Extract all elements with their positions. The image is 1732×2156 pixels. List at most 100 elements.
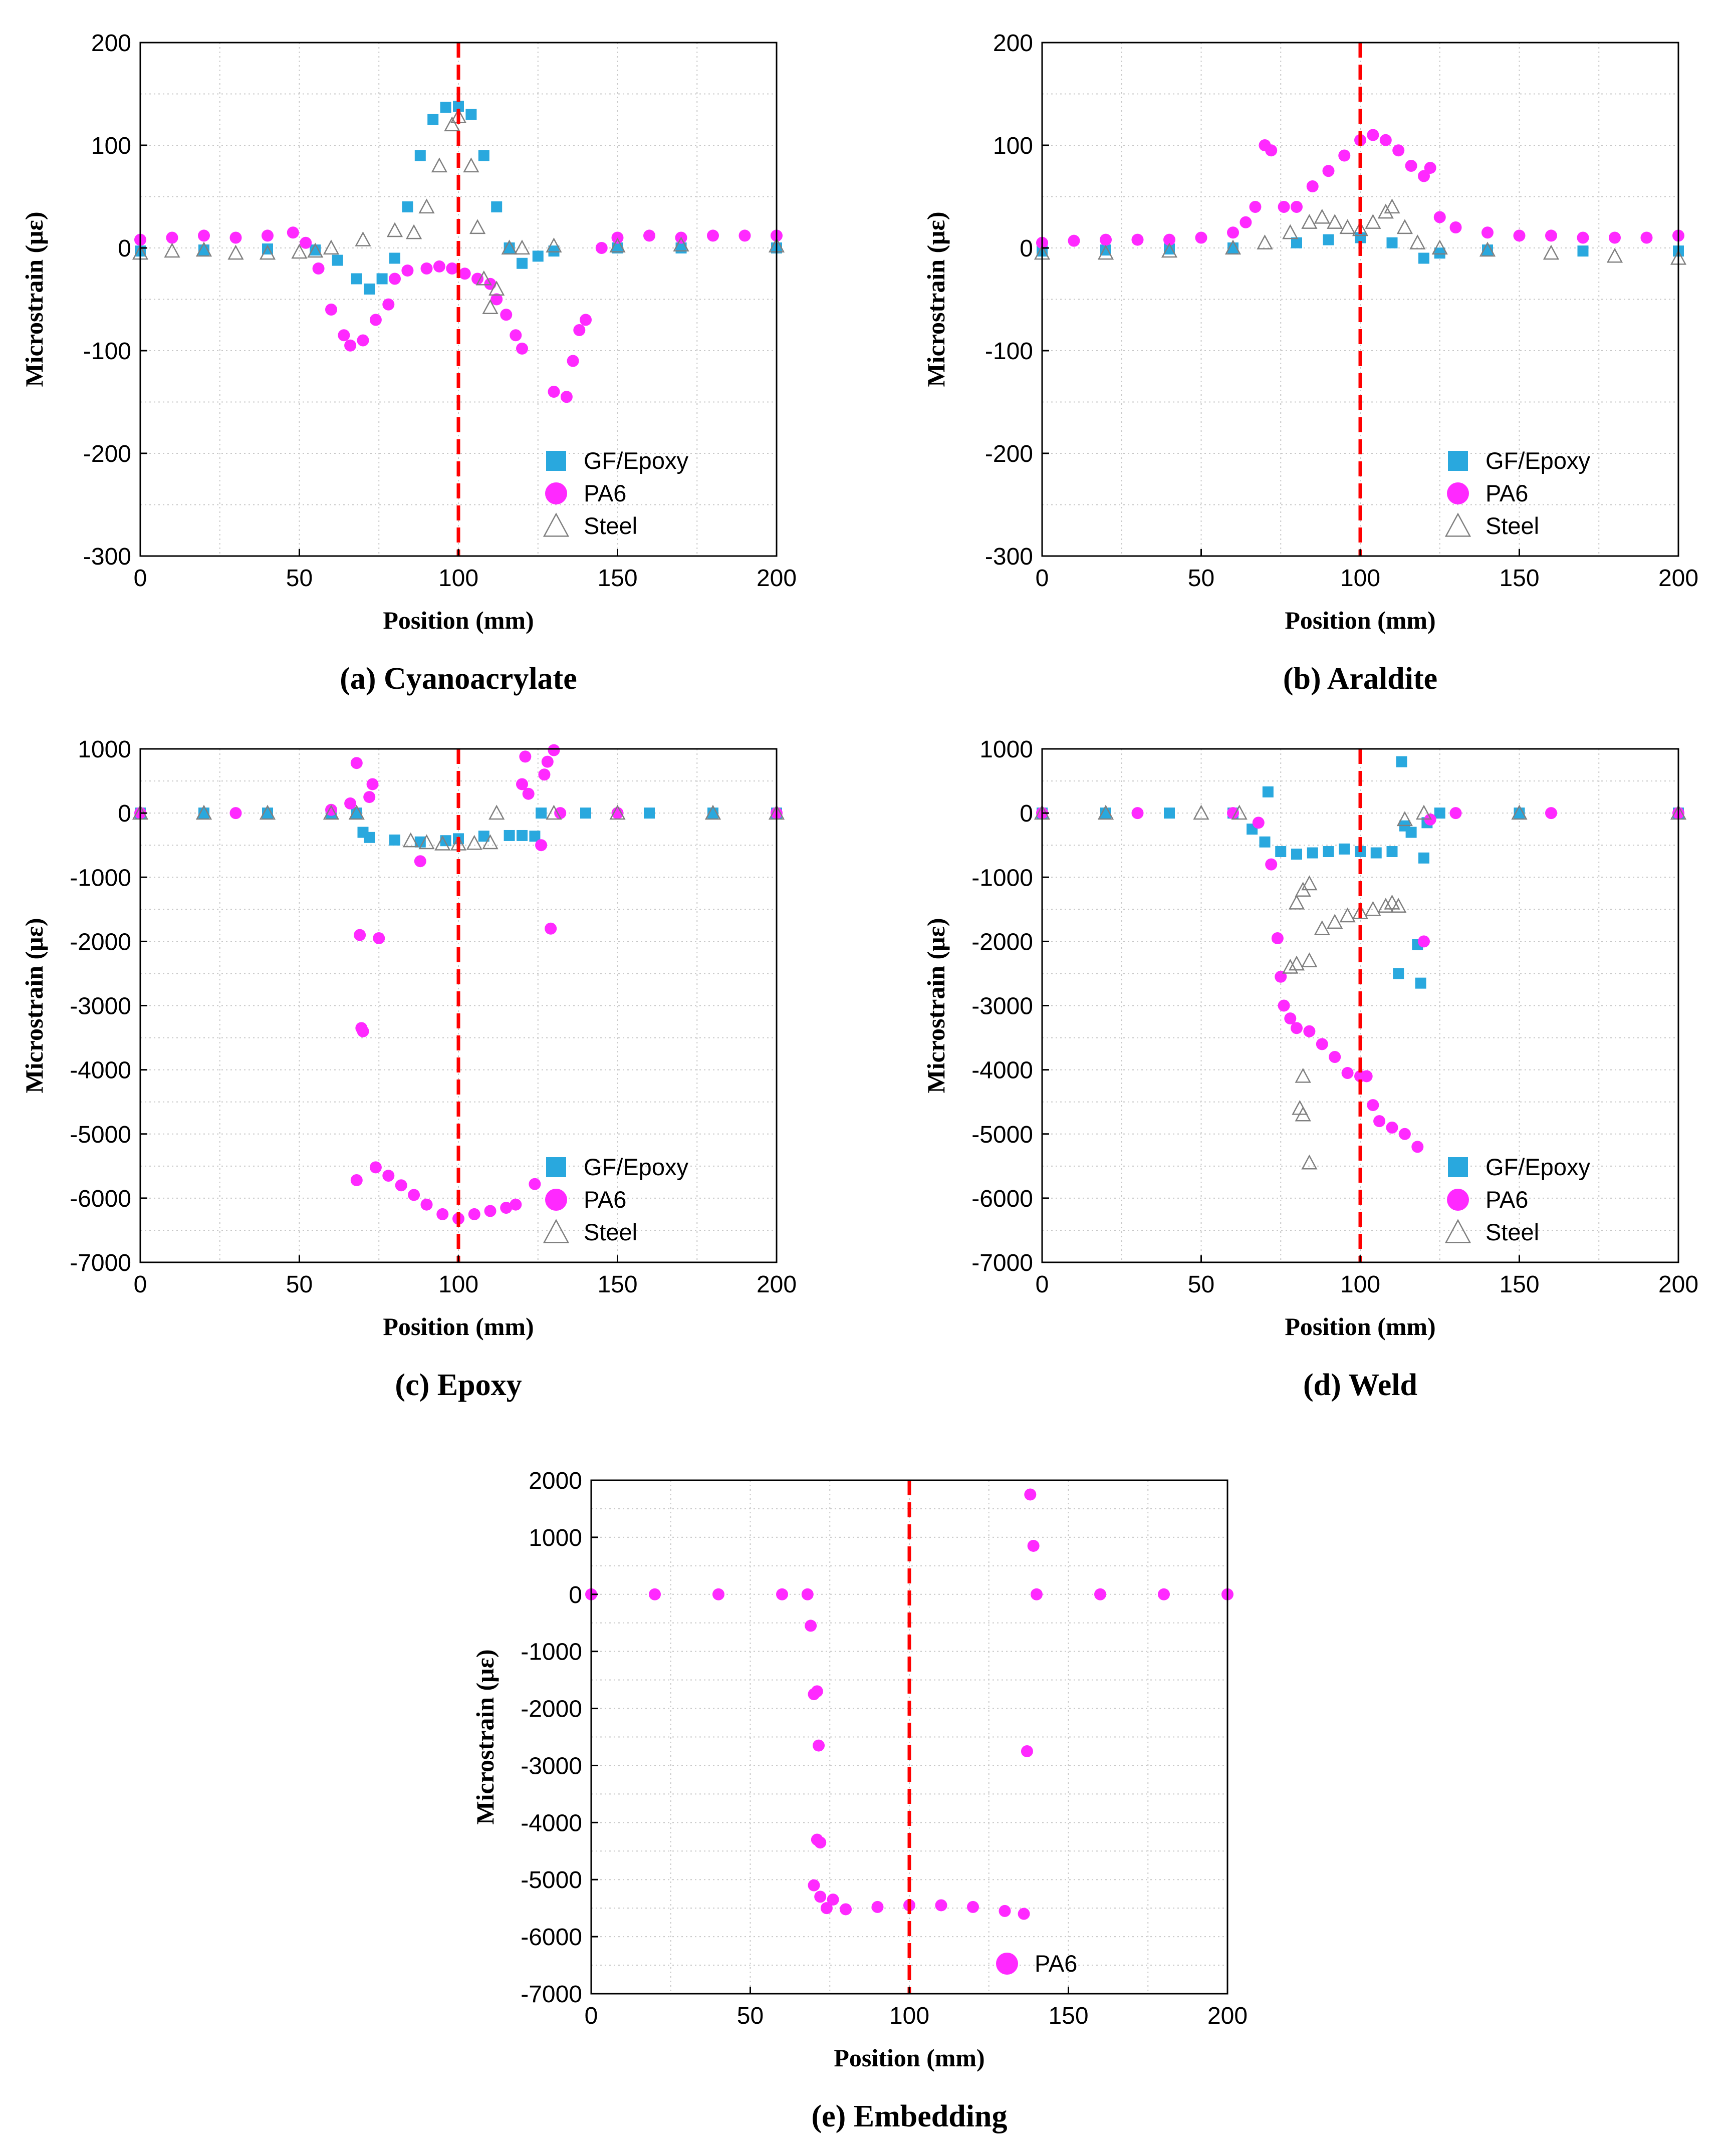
data-point-steel [1384, 198, 1400, 214]
data-point-steel [488, 804, 505, 820]
y-tick-label: 0 [1020, 235, 1033, 262]
data-point-steel [418, 834, 435, 850]
data-point-gf-epoxy [1100, 244, 1111, 256]
data-point-pa6 [1373, 1115, 1386, 1128]
chart-panel-epoxy: 0 50 100 150 200 1000 0 -1000 -2000 -3000 -4000 -50… [0, 706, 827, 1410]
data-point-pa6 [1418, 170, 1430, 182]
data-point-pa6 [1449, 807, 1462, 820]
data-point-gf-epoxy [351, 273, 362, 285]
data-point-steel [1415, 804, 1432, 820]
data-point-gf-epoxy [414, 150, 426, 161]
data-point-gf-epoxy [548, 245, 560, 257]
data-point-pa6 [538, 768, 551, 781]
data-point-steel [1231, 804, 1248, 820]
data-point-gf-epoxy [504, 830, 515, 841]
panel-caption: (d) Weld [1303, 1368, 1417, 1402]
x-tick-label: 0 [1036, 565, 1049, 592]
legend-label-pa6: PA6 [584, 1186, 626, 1213]
x-tick-label: 100 [1340, 565, 1380, 592]
data-point-steel [1431, 239, 1448, 255]
panel-caption: (c) Epoxy [395, 1368, 522, 1402]
x-tick-label: 150 [1499, 565, 1539, 592]
data-point-steel [1327, 214, 1343, 229]
legend-marker-gf-epoxy [1448, 1157, 1468, 1177]
data-point-pa6 [1018, 1908, 1030, 1920]
y-tick-label: -100 [83, 338, 131, 365]
y-axis-title: Microstrain (με) [922, 211, 950, 387]
data-point-steel [673, 236, 689, 251]
data-point-steel [482, 834, 499, 850]
data-point-pa6 [522, 787, 535, 800]
y-tick-label: -7000 [971, 1250, 1033, 1276]
data-point-steel [1257, 234, 1273, 249]
data-point-pa6 [1411, 1141, 1424, 1153]
data-point-pa6 [1360, 1070, 1373, 1083]
data-point-pa6 [229, 231, 242, 244]
data-point-steel [1314, 920, 1330, 935]
data-point-gf-epoxy [1370, 847, 1382, 859]
data-point-gf-epoxy [1577, 245, 1589, 257]
legend-marker-gf-epoxy [1448, 451, 1468, 471]
data-point-pa6 [1252, 817, 1265, 829]
data-point-gf-epoxy [1339, 843, 1350, 855]
data-point-steel [307, 242, 324, 258]
data-point-steel [466, 835, 482, 850]
data-point-steel [348, 804, 365, 820]
data-point-pa6 [1433, 211, 1446, 223]
data-point-pa6 [738, 229, 751, 242]
legend-label-pa6: PA6 [584, 480, 626, 506]
data-point-steel [1511, 804, 1528, 820]
data-point-pa6 [1195, 231, 1207, 244]
data-point-steel [1282, 224, 1299, 239]
data-point-steel [418, 198, 435, 214]
x-tick-label: 50 [1188, 1271, 1214, 1298]
data-point-pa6 [229, 807, 242, 820]
legend-label-steel: Steel [584, 1219, 637, 1245]
data-point-pa6 [166, 231, 178, 244]
data-point-gf-epoxy [389, 834, 400, 846]
legend-label-steel: Steel [1486, 1219, 1539, 1245]
x-tick-label: 200 [1658, 565, 1698, 592]
legend-marker-gf-epoxy [546, 1157, 566, 1177]
data-point-pa6 [1405, 160, 1417, 172]
data-point-pa6 [382, 1170, 395, 1182]
data-point-gf-epoxy [414, 836, 426, 848]
data-point-steel [227, 244, 244, 260]
data-point-gf-epoxy [1415, 977, 1426, 989]
data-point-steel [1288, 894, 1305, 910]
data-point-pa6 [1275, 970, 1287, 983]
data-point-pa6 [560, 391, 573, 403]
data-point-pa6 [707, 229, 719, 242]
data-point-pa6 [1158, 1588, 1170, 1600]
data-point-pa6 [595, 242, 608, 254]
chart-svg: 0 50 100 150 200 200 100 0 -100 -200 -300 Position … [20, 30, 797, 696]
data-point-steel [1377, 898, 1394, 913]
data-point-gf-epoxy [402, 201, 413, 212]
data-point-steel [546, 237, 562, 253]
data-point-steel [609, 237, 626, 253]
data-point-pa6 [1341, 1067, 1354, 1080]
data-point-pa6 [580, 314, 592, 326]
series-steel [132, 804, 785, 851]
data-point-steel [1282, 958, 1299, 974]
data-point-steel [1301, 1154, 1318, 1170]
data-point-pa6 [529, 1178, 541, 1190]
x-tick-label: 0 [585, 2003, 598, 2029]
data-point-pa6 [1278, 999, 1290, 1012]
data-point-gf-epoxy [517, 257, 528, 269]
data-point-pa6 [1068, 234, 1080, 247]
data-point-steel [259, 804, 276, 820]
data-point-pa6 [801, 1588, 814, 1600]
data-point-gf-epoxy [532, 250, 544, 262]
data-point-pa6 [1545, 229, 1557, 242]
data-point-gf-epoxy [478, 150, 489, 161]
data-point-pa6 [1367, 1099, 1379, 1112]
data-point-pa6 [484, 1205, 497, 1217]
legend: GF/Epoxy PA6 Steel [543, 447, 688, 539]
data-point-steel [1365, 214, 1381, 229]
x-tick-label: 100 [438, 1271, 478, 1298]
data-point-steel [1327, 914, 1343, 929]
data-point-pa6 [1513, 229, 1526, 242]
data-point-pa6 [1386, 1121, 1398, 1134]
data-point-gf-epoxy [1307, 847, 1318, 859]
